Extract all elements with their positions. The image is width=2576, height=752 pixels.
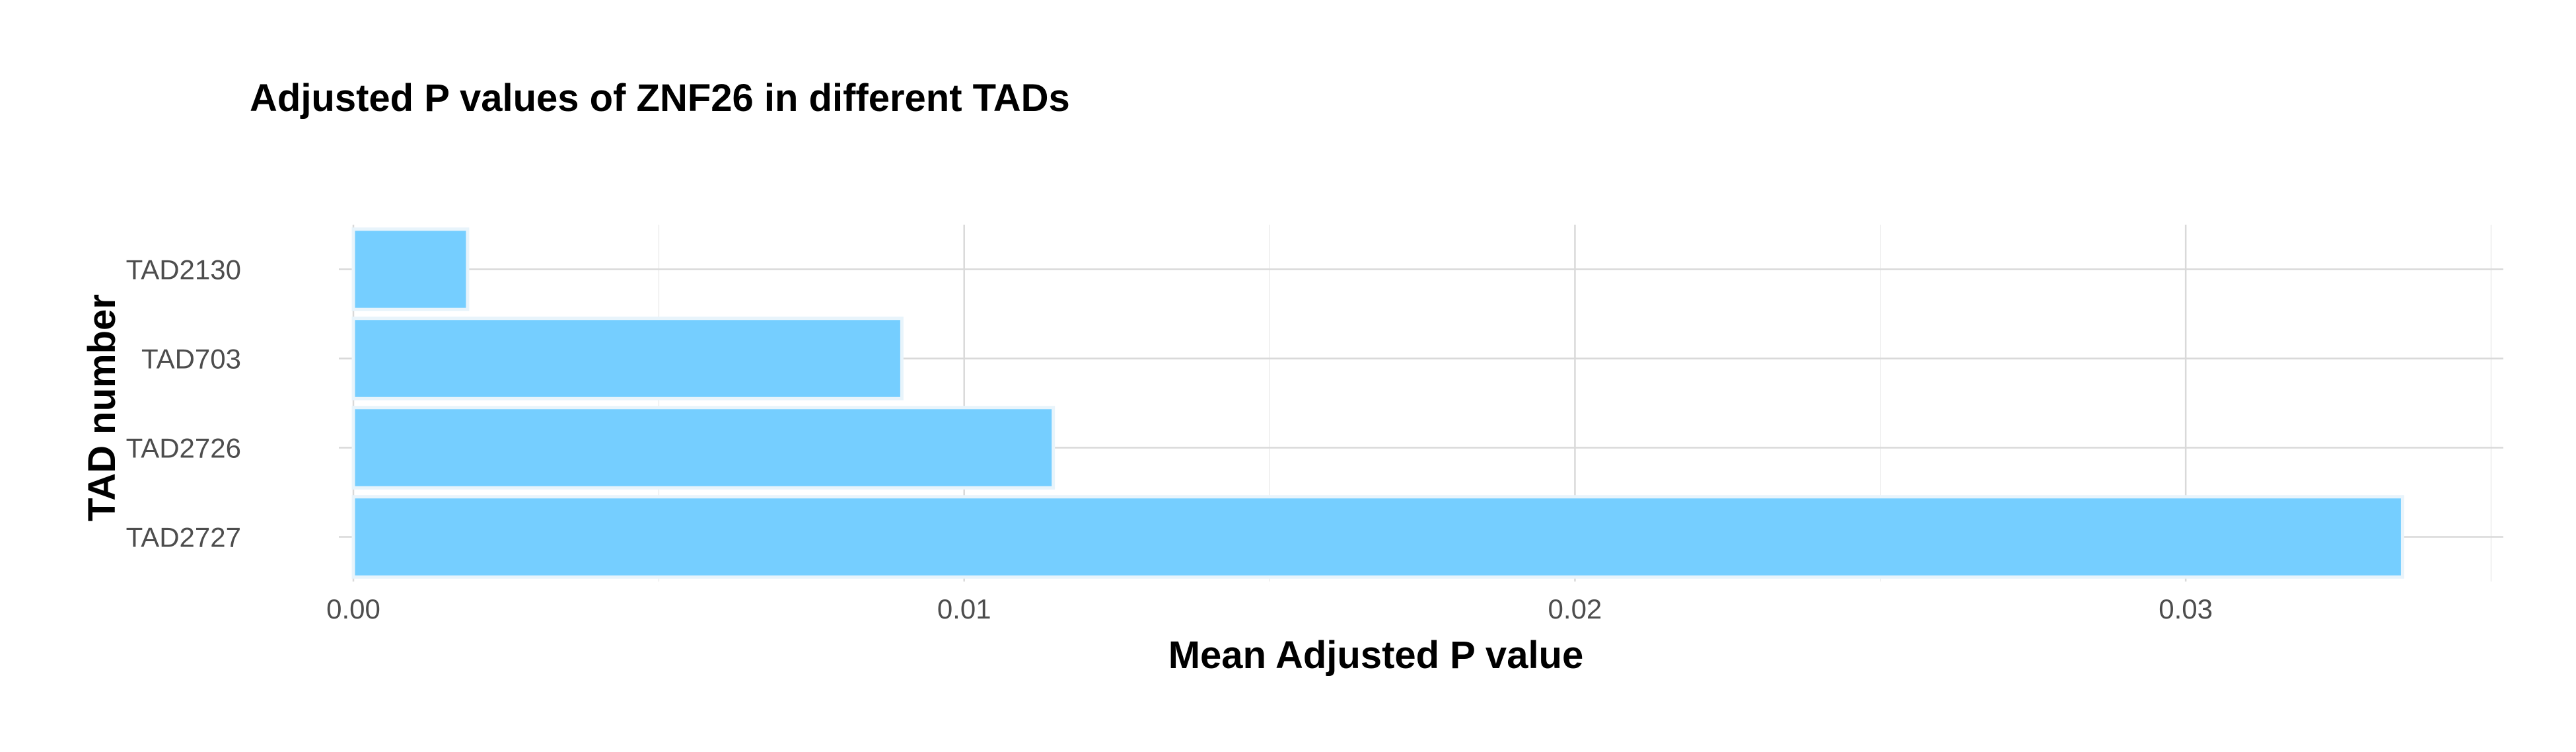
bar-tad2726: [351, 406, 1055, 490]
x-axis-title: Mean Adjusted P value: [1168, 634, 1584, 677]
y-axis-tick-labels: TAD2130 TAD703 TAD2726 TAD2727: [126, 254, 241, 553]
bar-tad2727: [351, 495, 2404, 579]
x-tick-label: 0.03: [2159, 593, 2213, 624]
bar-tad2130: [351, 227, 470, 311]
chart-title: Adjusted P values of ZNF26 in different …: [250, 77, 1070, 120]
y-tick-label: TAD2130: [126, 254, 241, 285]
x-tick-label: 0.00: [326, 593, 380, 624]
bar-tad703: [351, 317, 904, 400]
x-axis-tick-labels: 0.00 0.01 0.02 0.03: [326, 593, 2213, 624]
y-tick-label: TAD2726: [126, 433, 241, 464]
y-tick-label: TAD2727: [126, 522, 241, 553]
y-axis-title: TAD number: [81, 294, 124, 521]
x-tick-label: 0.01: [937, 593, 991, 624]
y-tick-label: TAD703: [141, 344, 241, 375]
bars: [351, 227, 2404, 579]
x-tick-label: 0.02: [1548, 593, 1602, 624]
